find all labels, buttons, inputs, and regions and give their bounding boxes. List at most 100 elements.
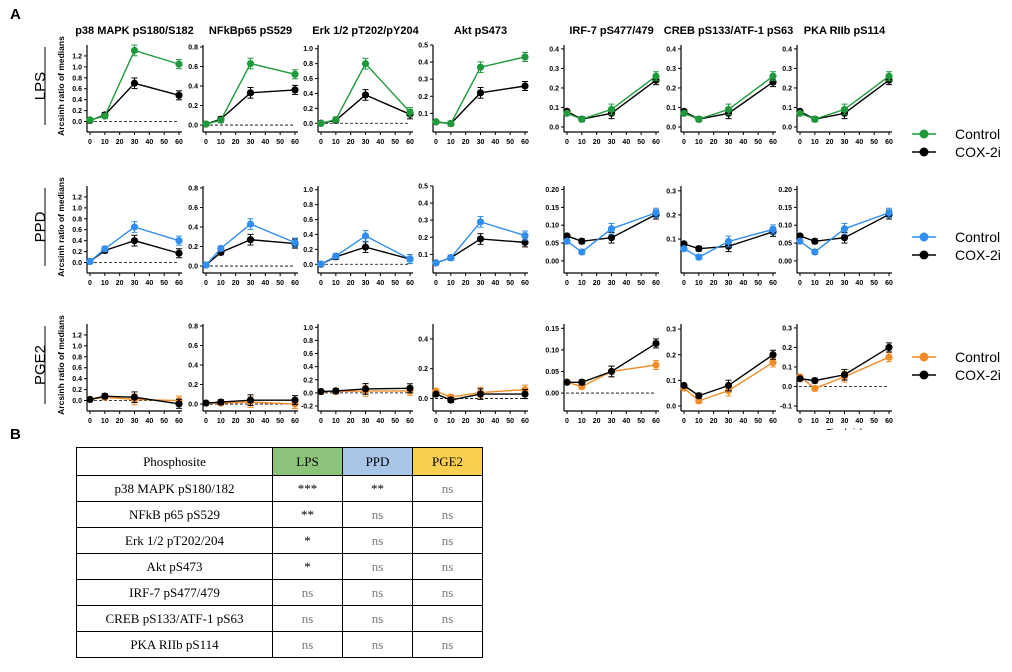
y-tick-label: 0.15 (778, 205, 792, 212)
cox2i-point (246, 396, 255, 404)
control-point (406, 108, 414, 116)
phospho-time-course-grid: p38 MAPK pS180/S182 NFkBp65 pS529 Erk 1/2 … (32, 25, 1001, 430)
cox2i-point (332, 387, 340, 395)
x-tick-label: 50 (637, 280, 645, 287)
y-tick-label: 0.1 (782, 364, 792, 371)
control-series-line (566, 212, 657, 253)
y-tick-label: 1.0 (72, 343, 82, 350)
y-tick-label: 0.2 (72, 108, 82, 115)
x-tick-label: 40 (739, 280, 747, 287)
y-tick-label: 0.2 (418, 366, 428, 373)
x-tick-label: 0 (434, 139, 438, 146)
x-tick-label: 30 (247, 418, 255, 425)
x-tick-label: 50 (506, 280, 514, 287)
cox2i-series-line (205, 238, 296, 266)
y-tick-label: 0.2 (188, 382, 198, 389)
cox2i-point (796, 375, 804, 383)
control-point (885, 72, 893, 80)
x-tick-label: 10 (101, 280, 109, 287)
x-tick-label: 10 (695, 418, 703, 425)
control-point (332, 252, 340, 260)
cox2i-point (202, 399, 210, 407)
control-series-line (320, 62, 411, 124)
y-tick-label: 0.6 (188, 64, 198, 71)
x-tick-label: 30 (608, 280, 616, 287)
y-tick-label: 0.1 (549, 105, 559, 112)
x-tick-label: 20 (116, 139, 124, 146)
control-point (476, 63, 485, 71)
control-series-line (435, 56, 526, 125)
cox2i-series-line (205, 399, 295, 404)
cox2i-series-line (320, 387, 411, 393)
cox2i-point (86, 395, 94, 404)
control-series-line (89, 226, 180, 262)
x-tick-label: 50 (391, 280, 399, 287)
y-tick-label: 0.2 (666, 212, 676, 219)
y-tick-label: 0.6 (72, 365, 82, 372)
y-tick-label: 0.00 (545, 258, 559, 265)
y-tick-label: 0.4 (72, 97, 82, 104)
x-tick-label: 0 (88, 139, 92, 146)
column-title: NFkBp65 pS529 (209, 25, 292, 37)
control-point (332, 115, 340, 124)
y-tick-label: 0.05 (545, 241, 559, 248)
y-tick-label: 0.4 (303, 232, 313, 239)
y-tick-label: 0.4 (418, 336, 428, 343)
control-point (652, 72, 660, 80)
y-tick-label: 0.0 (782, 125, 792, 132)
y-tick-label: 0.6 (188, 205, 198, 212)
cox2i-series-line (566, 79, 657, 120)
x-tick-label: 40 (261, 418, 269, 425)
column-title: Akt pS473 (454, 25, 507, 37)
cox2i-point (840, 234, 849, 242)
row-pge2-significance: ns (412, 475, 483, 502)
x-tick-label: 30 (131, 280, 139, 287)
y-tick-label: 0.05 (778, 241, 792, 248)
legend-control-marker (919, 129, 929, 139)
row-ppd-significance: ** (342, 475, 413, 502)
row-lps-significance: * (272, 553, 343, 580)
x-tick-label: 0 (798, 280, 802, 287)
y-tick-label: 0.8 (303, 61, 313, 68)
x-tick-label: 60 (175, 139, 183, 146)
y-tick-label: 0.05 (545, 369, 559, 376)
control-point (680, 245, 688, 253)
y-tick-label: 0.8 (72, 216, 82, 223)
y-tick-label: 0.2 (303, 377, 313, 384)
y-tick-label: 0.4 (303, 364, 313, 371)
row-phosphosite: CREB pS133/ATF-1 pS63 (76, 605, 273, 632)
x-tick-label: 20 (232, 139, 240, 146)
y-tick-label: 0.0 (188, 402, 198, 409)
x-tick-label: 0 (565, 280, 569, 287)
control-point (811, 248, 819, 256)
control-point (695, 115, 703, 123)
y-axis-title: Arcsinh ratio of medians (56, 36, 66, 136)
x-tick-label: 40 (622, 418, 630, 425)
y-tick-label: 1.0 (72, 205, 82, 212)
panel-a-label: A (10, 6, 21, 23)
row-lps-significance: *** (272, 475, 343, 502)
y-tick-label: 0.4 (666, 46, 676, 53)
x-tick-label: 20 (593, 280, 601, 287)
x-tick-label: 20 (232, 418, 240, 425)
x-tick-label: 60 (885, 418, 893, 425)
x-tick-label: 60 (406, 418, 414, 425)
y-tick-label: 0.3 (666, 188, 676, 195)
cox2i-point (652, 339, 660, 348)
y-axis-title: Arcsinh ratio of medians (56, 315, 66, 415)
x-tick-label: 30 (247, 139, 255, 146)
x-tick-label: 10 (217, 139, 225, 146)
y-tick-label: 0.3 (418, 218, 428, 225)
row-label: LPS (32, 72, 49, 100)
y-tick-label: 0.10 (545, 347, 559, 354)
y-tick-label: 0.4 (418, 201, 428, 208)
x-tick-label: 0 (319, 139, 323, 146)
x-tick-label: 50 (754, 139, 762, 146)
control-point (86, 116, 94, 124)
cox2i-point (361, 91, 370, 99)
x-tick-label: 40 (855, 280, 863, 287)
control-point (317, 260, 325, 268)
control-point (796, 109, 804, 117)
x-tick-label: 50 (160, 139, 168, 146)
y-tick-label: 0.6 (303, 351, 313, 358)
